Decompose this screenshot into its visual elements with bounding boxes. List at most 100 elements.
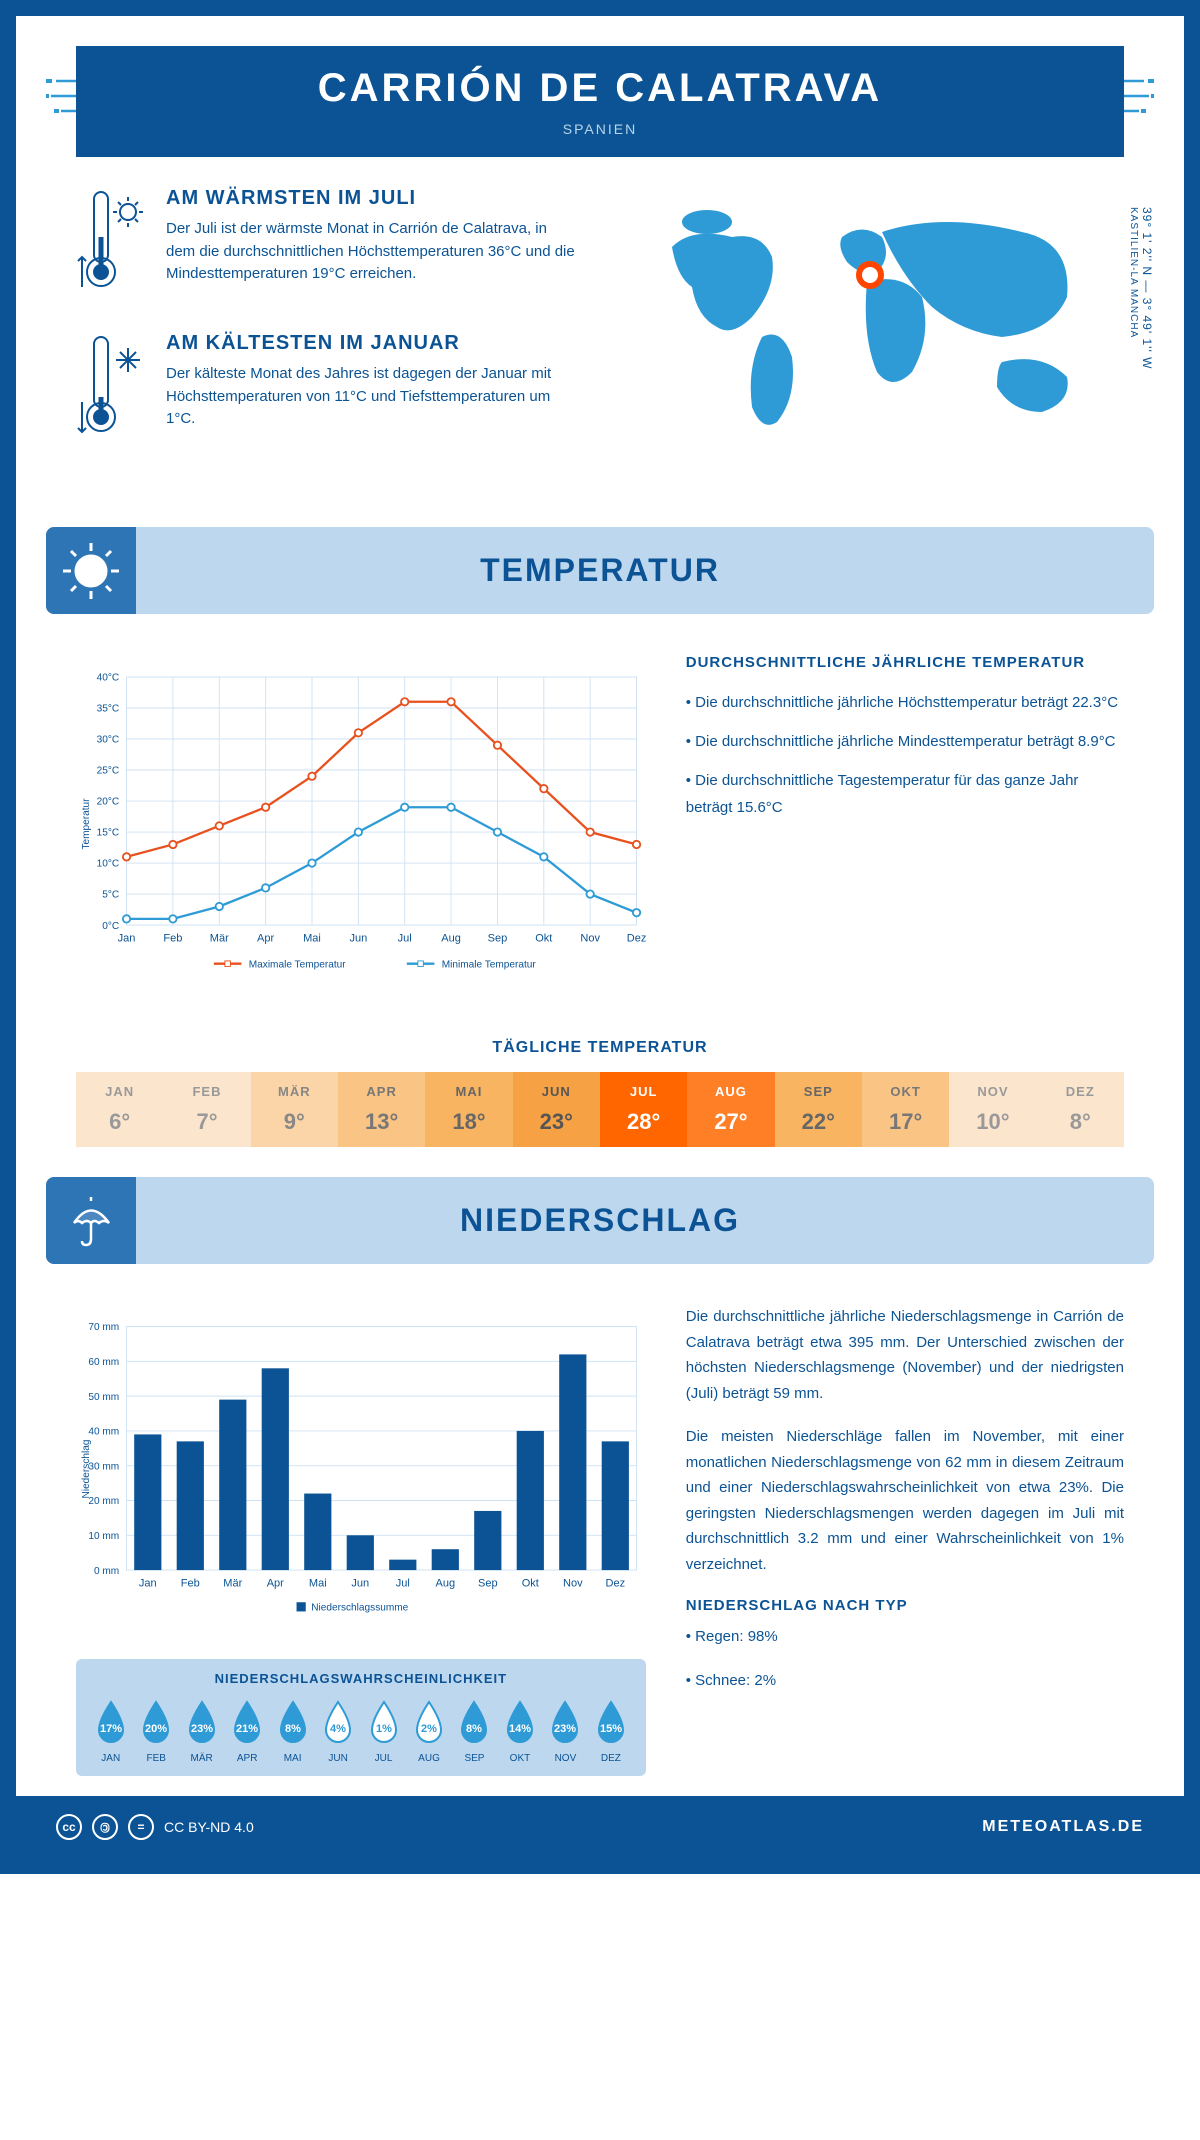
svg-text:5°C: 5°C	[102, 890, 119, 901]
svg-text:2%: 2%	[421, 1723, 437, 1735]
precipitation-section-header: NIEDERSCHLAG	[46, 1177, 1154, 1264]
svg-text:23%: 23%	[554, 1723, 576, 1735]
svg-text:17%: 17%	[100, 1723, 122, 1735]
svg-text:Maximale Temperatur: Maximale Temperatur	[249, 959, 346, 970]
svg-text:20°C: 20°C	[97, 797, 120, 808]
prob-item: 20%FEB	[136, 1698, 176, 1764]
coldest-text: Der kälteste Monat des Jahres ist dagege…	[166, 363, 580, 431]
svg-text:Jul: Jul	[398, 933, 412, 945]
svg-text:20%: 20%	[145, 1723, 167, 1735]
svg-text:Okt: Okt	[535, 933, 552, 945]
precip-paragraph-1: Die durchschnittliche jährliche Niedersc…	[686, 1304, 1124, 1406]
coordinates-label: 39° 1' 2'' N — 3° 49' 1'' WKASTILIEN-LA …	[1126, 207, 1154, 369]
svg-text:Mär: Mär	[210, 933, 229, 945]
precipitation-probability-box: NIEDERSCHLAGSWAHRSCHEINLICHKEIT 17%JAN20…	[76, 1659, 646, 1776]
svg-text:Temperatur: Temperatur	[81, 798, 92, 850]
precipitation-bar-chart: 0 mm10 mm20 mm30 mm40 mm50 mm60 mm70 mmJ…	[76, 1304, 646, 1634]
svg-text:70 mm: 70 mm	[88, 1322, 119, 1333]
nd-icon: =	[128, 1814, 154, 1840]
site-label: METEOATLAS.DE	[982, 1818, 1144, 1836]
page-footer: cc 🄯 = CC BY-ND 4.0 METEOATLAS.DE	[16, 1796, 1184, 1858]
temp-cell: SEP22°	[775, 1072, 862, 1147]
precip-paragraph-2: Die meisten Niederschläge fallen im Nove…	[686, 1424, 1124, 1577]
svg-text:Aug: Aug	[435, 1578, 455, 1590]
svg-text:Aug: Aug	[441, 933, 461, 945]
prob-item: 14%OKT	[500, 1698, 540, 1764]
cc-icon: cc	[56, 1814, 82, 1840]
svg-text:Okt: Okt	[522, 1578, 539, 1590]
svg-text:10 mm: 10 mm	[88, 1531, 119, 1542]
temp-stats-title: DURCHSCHNITTLICHE JÄHRLICHE TEMPERATUR	[686, 654, 1124, 671]
svg-text:Jan: Jan	[118, 933, 136, 945]
svg-text:8%: 8%	[285, 1723, 301, 1735]
warmest-title: AM WÄRMSTEN IM JULI	[166, 187, 580, 210]
prob-item: 1%JUL	[364, 1698, 404, 1764]
daily-temp-title: TÄGLICHE TEMPERATUR	[16, 1039, 1184, 1057]
svg-text:15°C: 15°C	[97, 828, 120, 839]
warmest-text: Der Juli ist der wärmste Monat in Carrió…	[166, 218, 580, 286]
prob-item: 23%NOV	[545, 1698, 585, 1764]
svg-text:40°C: 40°C	[97, 673, 120, 684]
svg-text:25°C: 25°C	[97, 766, 120, 777]
temp-stat-3: • Die durchschnittliche Tagestemperatur …	[686, 767, 1124, 821]
temp-cell: OKT17°	[862, 1072, 949, 1147]
temp-cell: JUL28°	[600, 1072, 687, 1147]
svg-text:Jul: Jul	[396, 1578, 410, 1590]
temp-stat-2: • Die durchschnittliche jährliche Mindes…	[686, 728, 1124, 755]
temp-cell: JAN6°	[76, 1072, 163, 1147]
temp-cell: DEZ8°	[1037, 1072, 1124, 1147]
svg-text:Apr: Apr	[257, 933, 274, 945]
temp-cell: NOV10°	[949, 1072, 1036, 1147]
world-map-icon	[620, 187, 1124, 447]
svg-text:Nov: Nov	[563, 1578, 583, 1590]
svg-text:0°C: 0°C	[102, 921, 119, 932]
svg-text:1%: 1%	[376, 1723, 392, 1735]
svg-text:30°C: 30°C	[97, 735, 120, 746]
svg-text:Mai: Mai	[309, 1578, 327, 1590]
svg-text:Jun: Jun	[349, 933, 367, 945]
coldest-title: AM KÄLTESTEN IM JANUAR	[166, 332, 580, 355]
temp-cell: MAI18°	[425, 1072, 512, 1147]
svg-text:21%: 21%	[236, 1723, 258, 1735]
svg-text:Feb: Feb	[163, 933, 182, 945]
country-subtitle: SPANIEN	[76, 121, 1124, 137]
prob-item: 15%DEZ	[591, 1698, 631, 1764]
thermometer-hot-icon	[76, 187, 146, 297]
svg-text:Feb: Feb	[181, 1578, 200, 1590]
svg-text:10°C: 10°C	[97, 859, 120, 870]
svg-text:Dez: Dez	[605, 1578, 625, 1590]
temp-cell: FEB7°	[163, 1072, 250, 1147]
intro-section: AM WÄRMSTEN IM JULI Der Juli ist der wär…	[16, 157, 1184, 507]
svg-text:30 mm: 30 mm	[88, 1461, 119, 1472]
svg-text:Mai: Mai	[303, 933, 321, 945]
svg-text:14%: 14%	[509, 1723, 531, 1735]
svg-text:40 mm: 40 mm	[88, 1427, 119, 1438]
svg-text:Dez: Dez	[627, 933, 646, 945]
prob-title: NIEDERSCHLAGSWAHRSCHEINLICHKEIT	[88, 1671, 634, 1686]
thermometer-cold-icon	[76, 332, 146, 442]
precip-type-snow: • Schnee: 2%	[686, 1668, 1124, 1694]
temp-cell: MÄR9°	[251, 1072, 338, 1147]
license-label: CC BY-ND 4.0	[164, 1819, 254, 1835]
svg-text:Mär: Mär	[223, 1578, 242, 1590]
temperature-section-header: TEMPERATUR	[46, 527, 1154, 614]
location-title: CARRIÓN DE CALATRAVA	[76, 66, 1124, 111]
svg-text:23%: 23%	[191, 1723, 213, 1735]
prob-item: 17%JAN	[91, 1698, 131, 1764]
svg-text:Jan: Jan	[139, 1578, 157, 1590]
svg-text:Sep: Sep	[488, 933, 508, 945]
svg-text:50 mm: 50 mm	[88, 1392, 119, 1403]
daily-temp-table: JAN6°FEB7°MÄR9°APR13°MAI18°JUN23°JUL28°A…	[76, 1072, 1124, 1147]
prob-item: 2%AUG	[409, 1698, 449, 1764]
temp-cell: JUN23°	[513, 1072, 600, 1147]
svg-text:Apr: Apr	[267, 1578, 284, 1590]
svg-text:Niederschlagssumme: Niederschlagssumme	[311, 1603, 408, 1614]
warmest-block: AM WÄRMSTEN IM JULI Der Juli ist der wär…	[76, 187, 580, 302]
temperature-title: TEMPERATUR	[46, 552, 1154, 589]
svg-text:8%: 8%	[467, 1723, 483, 1735]
by-icon: 🄯	[92, 1814, 118, 1840]
temperature-line-chart: 0°C 5°C 10°C 15°C 20°C 25°C 30°C 35°C 40°C Jan Feb…	[76, 654, 646, 994]
prob-item: 8%SEP	[454, 1698, 494, 1764]
svg-text:35°C: 35°C	[97, 704, 120, 715]
umbrella-icon	[64, 1193, 119, 1248]
